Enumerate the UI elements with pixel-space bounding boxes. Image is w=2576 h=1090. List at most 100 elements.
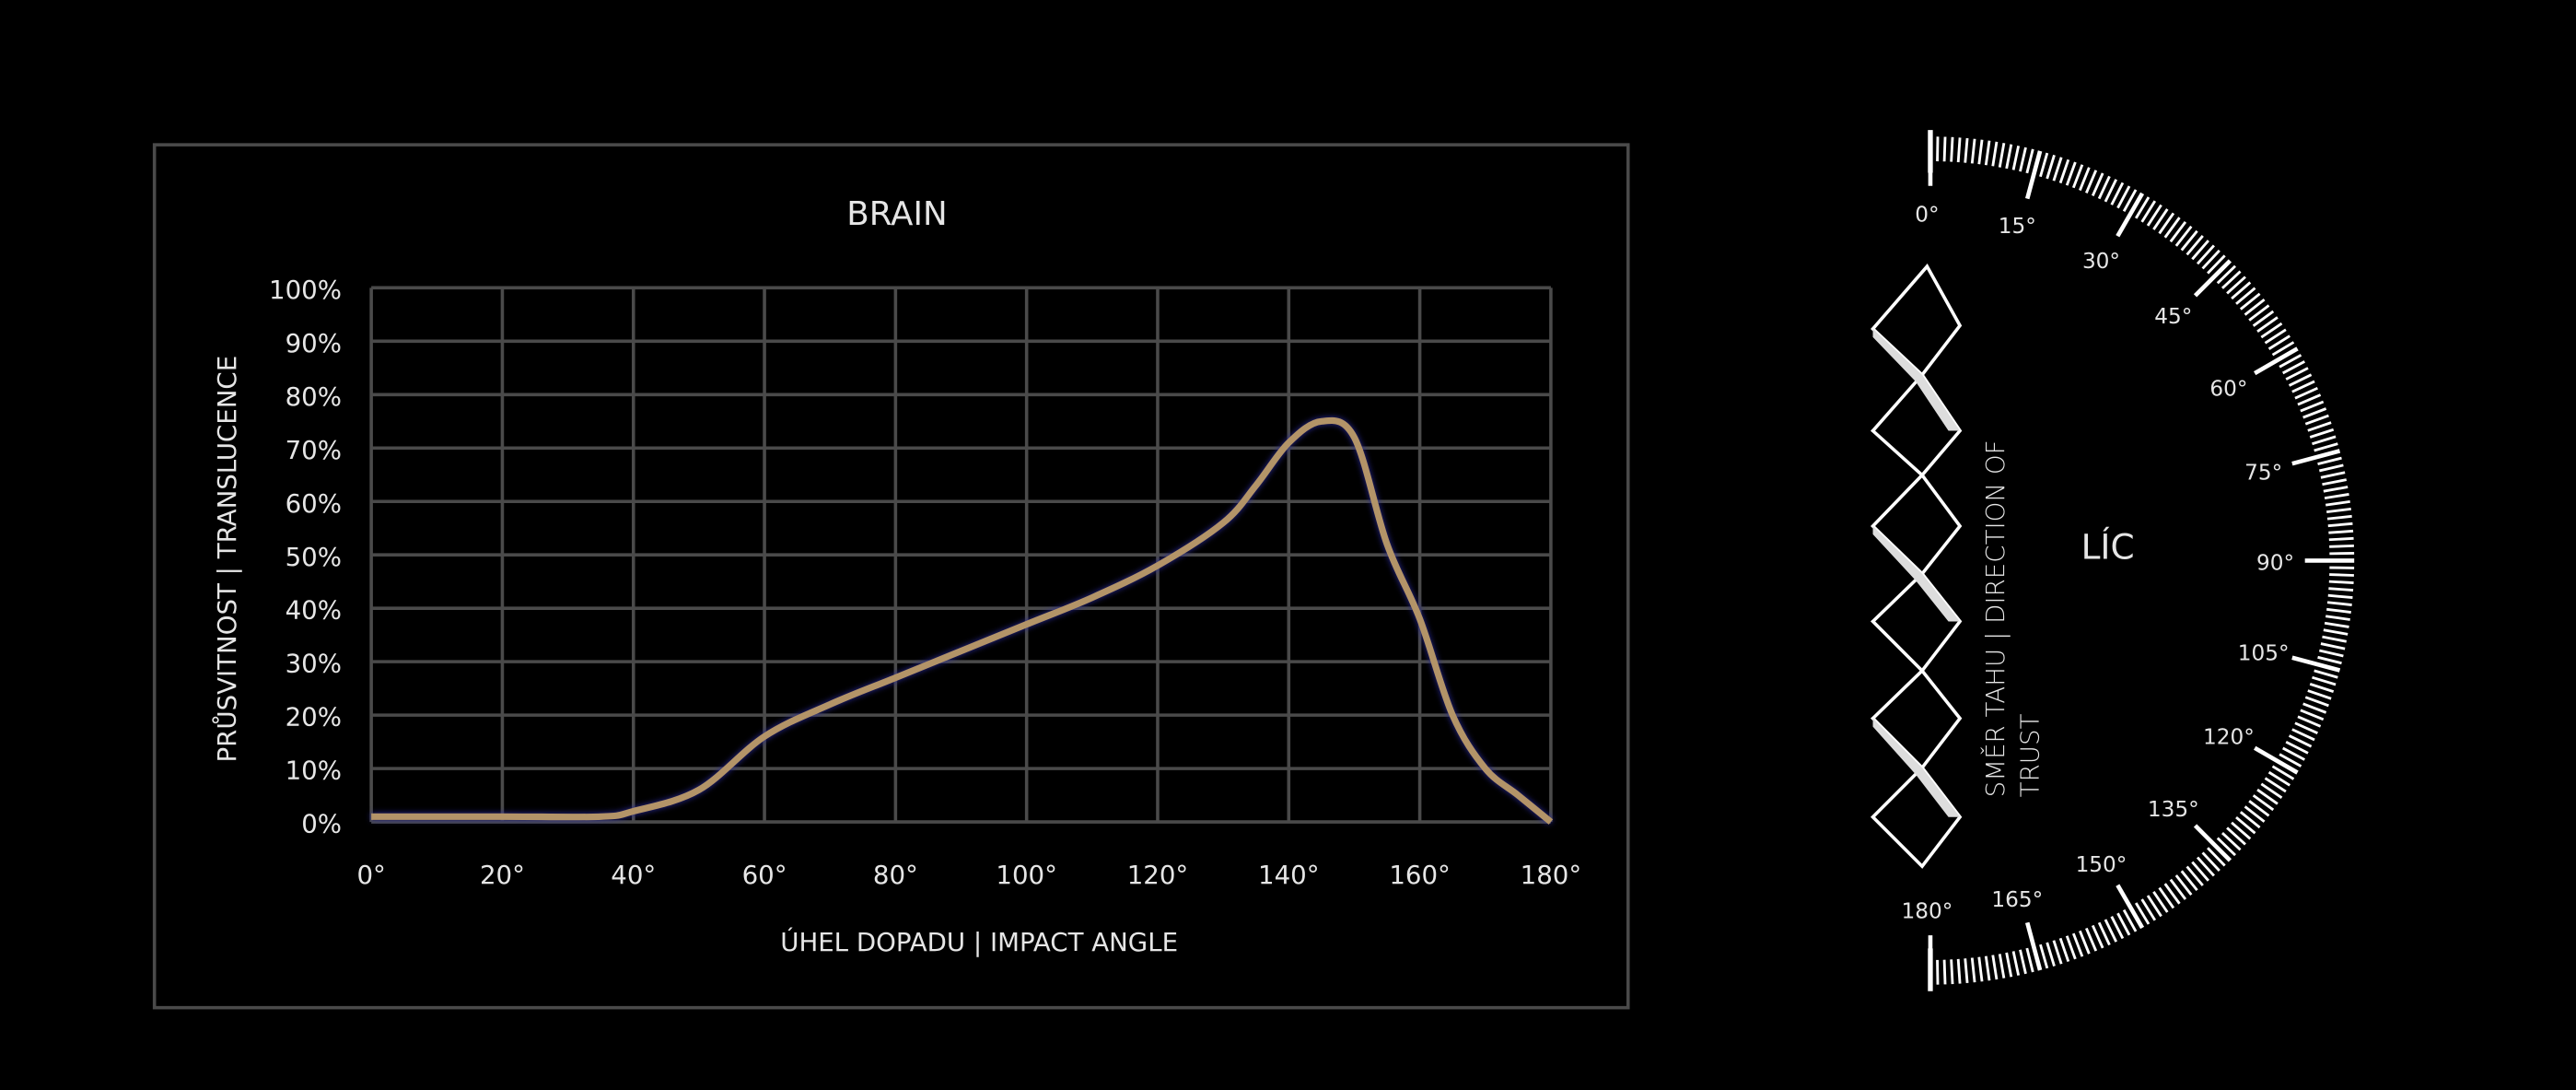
side-label-box: SMĚR TAHU | DIRECTION OF TRUST <box>1981 440 2046 797</box>
diamond <box>1871 765 1963 869</box>
x-tick-label: 80° <box>873 860 918 890</box>
minor-tick <box>2216 264 2237 285</box>
angle-label: 60° <box>2209 376 2247 401</box>
minor-tick <box>1942 136 1947 162</box>
y-tick-label: 40% <box>286 595 342 626</box>
minor-tick <box>2196 244 2215 265</box>
y-tick-label: 20% <box>286 702 342 733</box>
y-tick-label: 0% <box>301 809 342 839</box>
minor-tick <box>2058 937 2070 963</box>
diamond-edge <box>1872 525 1961 622</box>
minor-tick <box>2052 940 2063 965</box>
minor-tick <box>2152 891 2169 913</box>
minor-tick <box>2294 386 2318 400</box>
minor-tick <box>2307 421 2332 432</box>
minor-tick <box>2104 919 2117 943</box>
minor-tick <box>1977 956 1984 982</box>
minor-tick <box>2304 696 2329 708</box>
angle-label: 180° <box>1901 899 1952 924</box>
minor-tick <box>2300 400 2325 413</box>
minor-tick <box>2097 921 2111 946</box>
y-tick-label: 30% <box>286 649 342 679</box>
minor-tick <box>2291 728 2315 742</box>
minor-tick <box>2328 587 2354 592</box>
major-tick <box>2116 192 2145 238</box>
minor-tick <box>2279 354 2302 369</box>
minor-tick <box>2216 837 2237 857</box>
minor-tick <box>2314 669 2338 679</box>
x-tick-label: 140° <box>1258 860 1320 890</box>
minor-tick <box>2079 930 2091 955</box>
minor-tick <box>2011 145 2021 170</box>
minor-tick <box>2005 952 2013 978</box>
minor-tick <box>1984 955 1991 981</box>
minor-tick <box>2231 821 2252 840</box>
y-tick-label: 50% <box>286 542 342 572</box>
center-label: LÍC <box>2081 526 2135 567</box>
diamond-edge <box>1872 328 1961 431</box>
minor-tick <box>2046 154 2056 180</box>
minor-tick <box>2071 164 2084 189</box>
angle-label: 30° <box>2082 249 2120 274</box>
minor-tick <box>1970 138 1976 164</box>
y-tick-label: 100% <box>269 275 342 305</box>
minor-tick <box>2244 298 2266 316</box>
minor-tick <box>2294 721 2318 734</box>
x-tick-label: 120° <box>1127 860 1189 890</box>
minor-tick <box>2207 254 2226 275</box>
minor-tick <box>2248 304 2270 322</box>
minor-tick <box>2288 734 2313 748</box>
major-tick <box>2024 150 2043 200</box>
diamond <box>1870 571 1963 674</box>
minor-tick <box>2322 635 2348 643</box>
diamond-edge <box>1872 718 1961 817</box>
minor-tick <box>2312 435 2337 446</box>
minor-tick <box>2288 373 2313 387</box>
minor-tick <box>2297 393 2322 406</box>
minor-tick <box>2134 196 2151 219</box>
minor-tick <box>2039 152 2049 178</box>
minor-tick <box>2226 826 2246 846</box>
minor-tick <box>2163 217 2181 239</box>
minor-tick <box>2122 189 2138 213</box>
minor-tick <box>2302 407 2327 419</box>
major-tick <box>2254 346 2299 376</box>
minor-tick <box>2304 414 2329 426</box>
minor-tick <box>2116 912 2131 936</box>
minor-tick <box>2320 642 2346 650</box>
angle-label: 45° <box>2154 304 2192 329</box>
x-tick-label: 160° <box>1389 860 1451 890</box>
minor-tick <box>2207 847 2226 867</box>
side-label-group: SMĚR TAHU | DIRECTION OF TRUST <box>1981 440 2046 797</box>
minor-tick <box>2221 832 2242 851</box>
minor-tick <box>2065 935 2077 960</box>
minor-tick <box>2052 157 2063 182</box>
minor-tick <box>2110 916 2125 940</box>
angle-label: 15° <box>1999 214 2036 239</box>
minor-tick <box>2239 811 2261 829</box>
minor-tick <box>2079 167 2091 192</box>
angle-label: 105° <box>2238 640 2290 665</box>
minor-tick <box>2011 951 2021 976</box>
minor-tick <box>2005 144 2013 170</box>
minor-tick <box>2307 689 2332 700</box>
minor-tick <box>1977 139 1984 165</box>
minor-tick <box>2264 777 2287 793</box>
angle-label: 120° <box>2203 725 2255 750</box>
minor-tick <box>2039 943 2049 969</box>
major-tick <box>2291 655 2341 673</box>
minor-tick <box>2326 607 2351 614</box>
minor-tick <box>2191 240 2209 261</box>
angle-label: 75° <box>2244 461 2282 486</box>
minor-tick <box>1964 958 1969 984</box>
diamond <box>1871 472 1963 577</box>
minor-tick <box>1998 954 2006 979</box>
minor-tick <box>2019 949 2027 975</box>
minor-tick <box>2260 322 2283 339</box>
minor-tick <box>2085 927 2098 952</box>
minor-tick <box>2244 805 2266 823</box>
minor-tick <box>2324 493 2349 500</box>
minor-tick <box>2271 341 2295 357</box>
